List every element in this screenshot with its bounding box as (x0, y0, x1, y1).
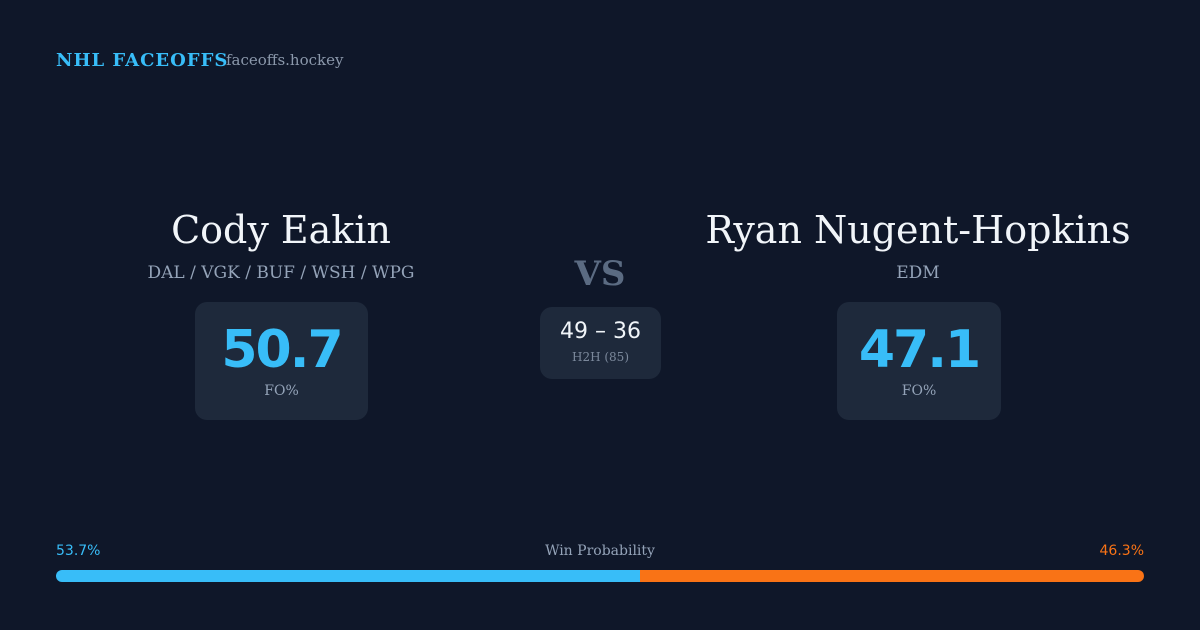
probability-title: Win Probability (545, 543, 655, 559)
fo-card: 50.7 FO% (195, 302, 368, 420)
right-probability: 46.3% (1099, 543, 1144, 559)
player-teams: DAL / VGK / BUF / WSH / WPG (147, 263, 415, 283)
h2h-card: 49 – 36 H2H (85) (540, 307, 661, 379)
fo-card: 47.1 FO% (837, 302, 1001, 420)
player-teams: EDM (896, 263, 940, 283)
probability-segment (56, 570, 641, 582)
fo-value: 47.1 (858, 320, 981, 380)
fo-label: FO% (264, 383, 299, 399)
h2h-label: H2H (85) (571, 350, 629, 364)
brand-title: NHL FACEOFFS (56, 50, 229, 71)
fo-label: FO% (901, 383, 937, 399)
site-name: faceoffs.hockey (226, 51, 344, 69)
left-probability: 53.7% (56, 543, 101, 559)
player-name: Cody Eakin (171, 208, 391, 252)
vs-label: VS (574, 254, 626, 294)
probability-bar (56, 570, 1144, 582)
probability-segment (640, 570, 1144, 582)
h2h-score: 49 – 36 (560, 319, 641, 344)
player-name: Ryan Nugent-Hopkins (705, 208, 1131, 252)
fo-value: 50.7 (221, 320, 343, 380)
